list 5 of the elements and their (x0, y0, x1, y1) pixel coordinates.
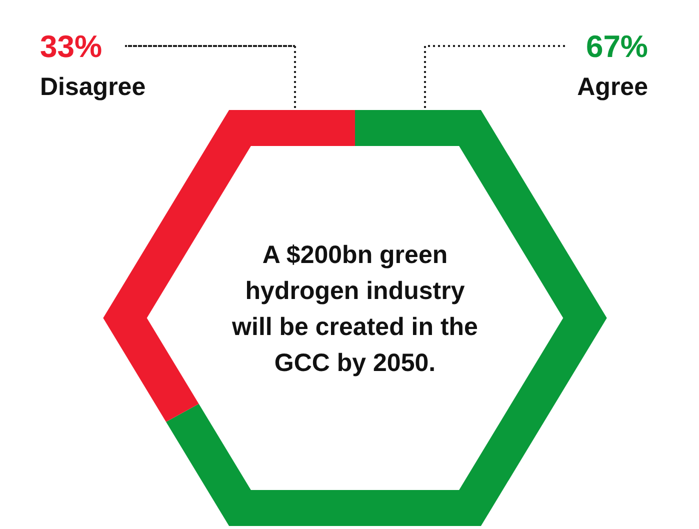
text: A $200bn green hydrogen industry will be created in the GCC by 2050. (231, 241, 478, 377)
slice-label: Disagree (40, 73, 146, 101)
data-label: 33% (40, 29, 102, 64)
data-label: 67% (586, 29, 648, 64)
slice-label: Agree (577, 73, 648, 101)
